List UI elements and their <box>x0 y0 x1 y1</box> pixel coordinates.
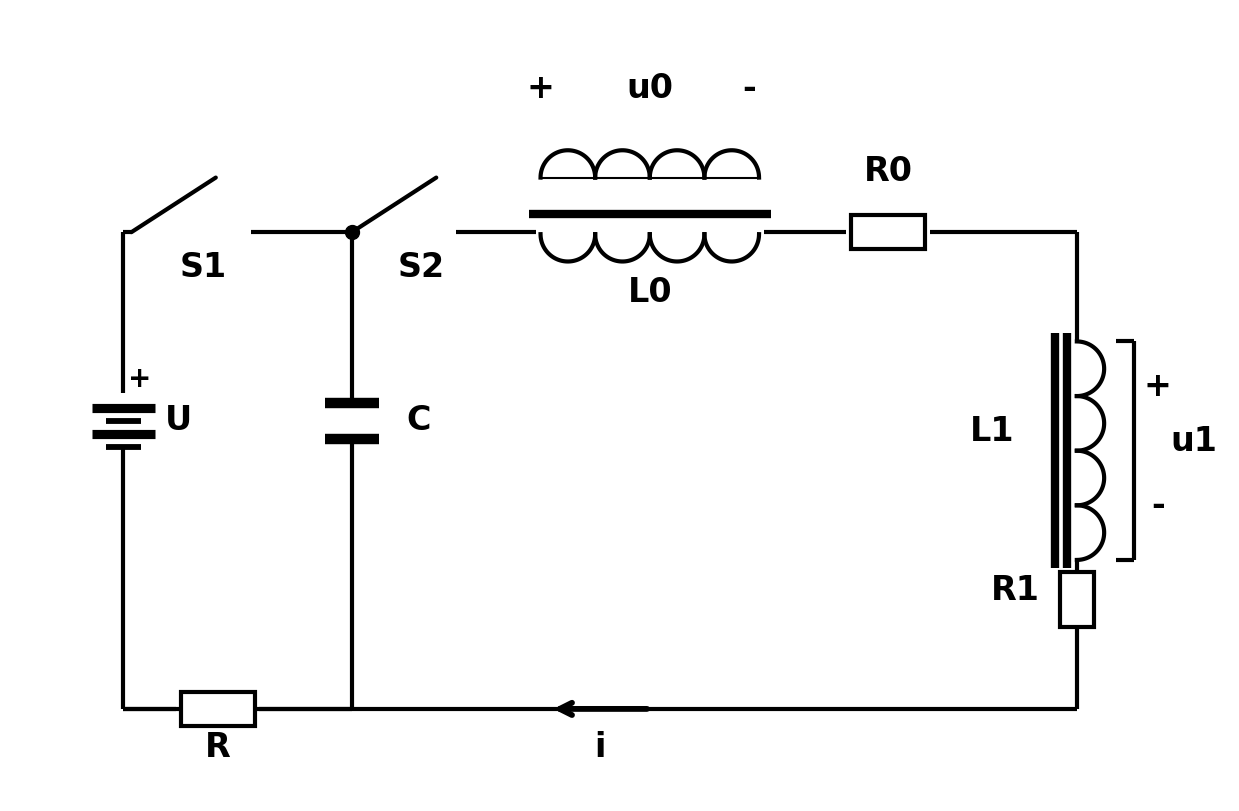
Bar <box>181 692 255 726</box>
Text: u1: u1 <box>1171 425 1218 457</box>
Text: +: + <box>527 72 555 105</box>
Text: -: - <box>742 72 756 105</box>
Text: L0: L0 <box>627 276 672 309</box>
Bar <box>851 215 926 249</box>
Text: -: - <box>1151 489 1165 522</box>
Text: +: + <box>1144 370 1172 403</box>
Text: S1: S1 <box>180 251 227 284</box>
Bar <box>1059 573 1094 627</box>
Text: u0: u0 <box>626 72 673 105</box>
Text: S2: S2 <box>398 251 445 284</box>
Text: R: R <box>204 731 230 764</box>
Text: i: i <box>595 731 606 764</box>
Text: C: C <box>406 405 431 437</box>
Text: L1: L1 <box>970 414 1015 448</box>
Text: U: U <box>165 405 192 437</box>
Text: R1: R1 <box>991 573 1040 607</box>
Text: +: + <box>129 365 151 393</box>
Text: R0: R0 <box>864 155 913 187</box>
